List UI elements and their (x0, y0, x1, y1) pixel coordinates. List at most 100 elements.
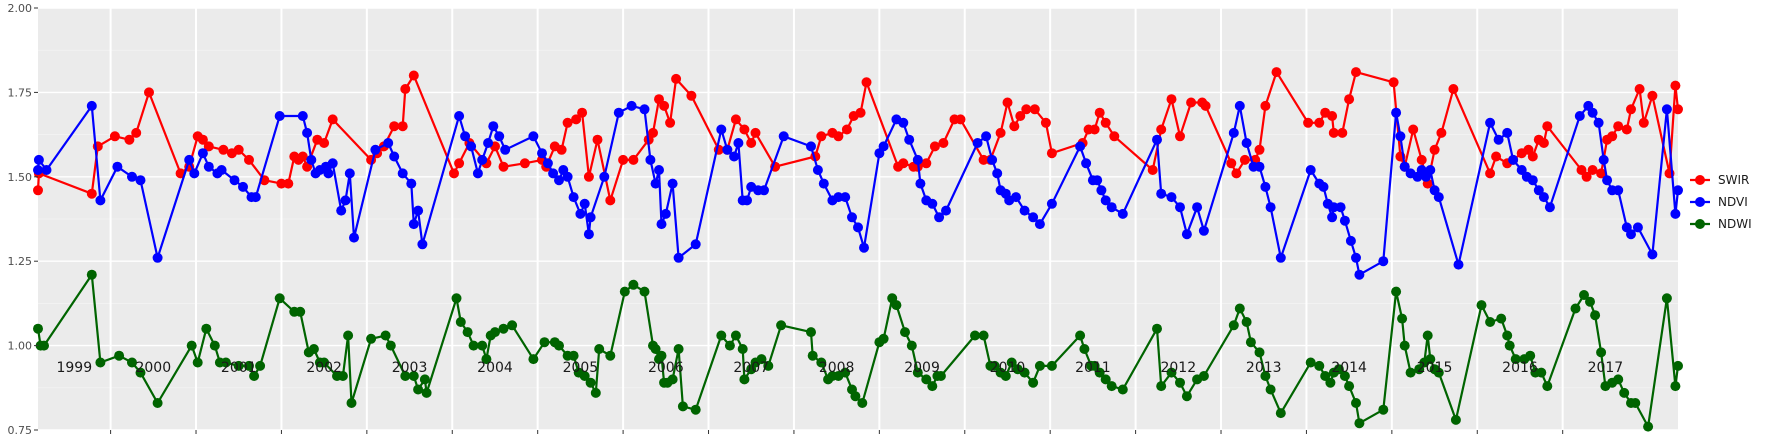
data-point-swir (1388, 77, 1399, 88)
data-point-swir (1621, 124, 1632, 135)
data-point-ndwi (1619, 387, 1630, 398)
data-point-ndvi (1626, 229, 1636, 240)
data-point-swir (1448, 84, 1459, 94)
data-point-swir (1271, 67, 1282, 78)
data-point-ndvi (1318, 181, 1329, 192)
data-point-ndvi (992, 168, 1003, 179)
data-point-ndwi (1510, 354, 1521, 365)
data-point-ndvi (1433, 192, 1444, 203)
data-point-swir (1491, 151, 1502, 162)
year-labels: 1999 2000 2001 2002 2003 2004 2005 2006 2007 2008… (56, 360, 1623, 376)
data-point-ndvi (1100, 195, 1111, 206)
data-point-swir (449, 168, 459, 179)
data-point-swir (686, 90, 697, 101)
data-point-ndwi (970, 330, 980, 341)
data-point-ndwi (891, 300, 902, 311)
data-point-ndwi (1378, 404, 1389, 415)
year-label: 2008 (819, 360, 855, 376)
data-point-swir (938, 138, 949, 148)
data-point-swir (1015, 111, 1026, 121)
data-point-swir (1239, 154, 1250, 165)
data-point-ndvi (1598, 154, 1609, 165)
data-point-ndvi (1516, 165, 1527, 175)
data-point-ndvi (1527, 175, 1538, 186)
data-point-swir (86, 188, 97, 199)
data-point-swir (1647, 90, 1658, 101)
data-point-ndwi (927, 381, 938, 392)
data-point-ndwi (1245, 337, 1256, 348)
data-point-ndvi (466, 141, 477, 152)
data-point-ndwi (451, 293, 462, 304)
data-point-ndwi (419, 374, 430, 385)
data-point-ndvi (722, 144, 733, 155)
data-point-ndvi (1265, 202, 1276, 213)
data-point-ndvi (135, 175, 146, 186)
data-point-ndvi (383, 138, 394, 148)
data-point-ndvi (408, 219, 419, 230)
data-point-swir (197, 134, 208, 145)
data-point-ndwi (1079, 344, 1090, 354)
data-point-swir (283, 178, 294, 189)
legend-label: SWIR (1718, 173, 1749, 187)
data-point-ndvi (323, 168, 334, 179)
legend-item-swir: SWIR (1690, 173, 1749, 187)
data-point-ndwi (337, 371, 348, 381)
data-point-swir (995, 127, 1006, 138)
data-point-ndvi (904, 134, 915, 145)
data-point-swir (750, 127, 761, 138)
data-point-ndwi (86, 269, 97, 280)
data-point-swir (1596, 168, 1607, 179)
data-point-swir (671, 73, 682, 84)
y-tick-label: 1.25 (8, 255, 33, 268)
data-point-swir (746, 138, 757, 148)
data-point-ndvi (1028, 212, 1039, 223)
data-point-swir (1303, 117, 1314, 128)
data-point-swir (1613, 121, 1624, 132)
data-point-ndvi (397, 168, 408, 179)
data-point-swir (327, 114, 338, 125)
data-point-swir (1327, 111, 1338, 121)
data-point-ndvi (759, 185, 769, 196)
series-ndvi (33, 100, 1683, 280)
series-layer (33, 67, 1683, 432)
data-point-ndwi (413, 384, 424, 395)
y-tick-label: 2.00 (8, 2, 33, 15)
data-point-ndvi (1019, 205, 1030, 216)
data-point-ndvi (1673, 185, 1683, 196)
year-label: 2015 (1417, 360, 1453, 376)
data-point-ndwi (1166, 367, 1177, 378)
data-point-swir (833, 131, 844, 142)
data-point-ndwi (1075, 330, 1086, 341)
data-point-ndwi (816, 357, 827, 368)
data-point-swir (730, 114, 741, 125)
data-point-ndwi (1504, 340, 1515, 351)
year-label: 2010 (990, 360, 1026, 376)
data-point-ndvi (537, 148, 547, 159)
data-point-ndwi (605, 350, 616, 361)
data-point-ndvi (460, 131, 471, 142)
data-point-ndvi (1335, 202, 1346, 213)
data-point-ndvi (1538, 192, 1549, 203)
data-point-ndwi (690, 404, 701, 415)
data-point-ndvi (1117, 208, 1128, 219)
data-point-ndwi (628, 279, 639, 290)
data-point-ndwi (739, 374, 750, 385)
data-point-swir (583, 171, 594, 182)
data-point-ndvi (528, 131, 539, 142)
data-point-ndwi (1019, 367, 1030, 378)
data-point-ndwi (656, 350, 667, 361)
data-point-swir (1538, 138, 1549, 148)
data-point-ndwi (400, 371, 411, 381)
data-point-swir (1029, 104, 1040, 115)
data-point-ndwi (1496, 313, 1507, 324)
data-point-ndwi (1260, 371, 1271, 381)
data-point-swir (1094, 107, 1105, 118)
data-point-ndwi (1241, 317, 1252, 327)
data-point-ndwi (1100, 374, 1111, 385)
data-point-ndwi (935, 371, 946, 381)
data-point-ndvi (302, 127, 313, 138)
data-point-swir (1408, 124, 1419, 135)
data-point-ndwi (1476, 300, 1487, 311)
data-point-ndvi (1192, 202, 1203, 213)
data-point-ndvi (1011, 192, 1021, 203)
